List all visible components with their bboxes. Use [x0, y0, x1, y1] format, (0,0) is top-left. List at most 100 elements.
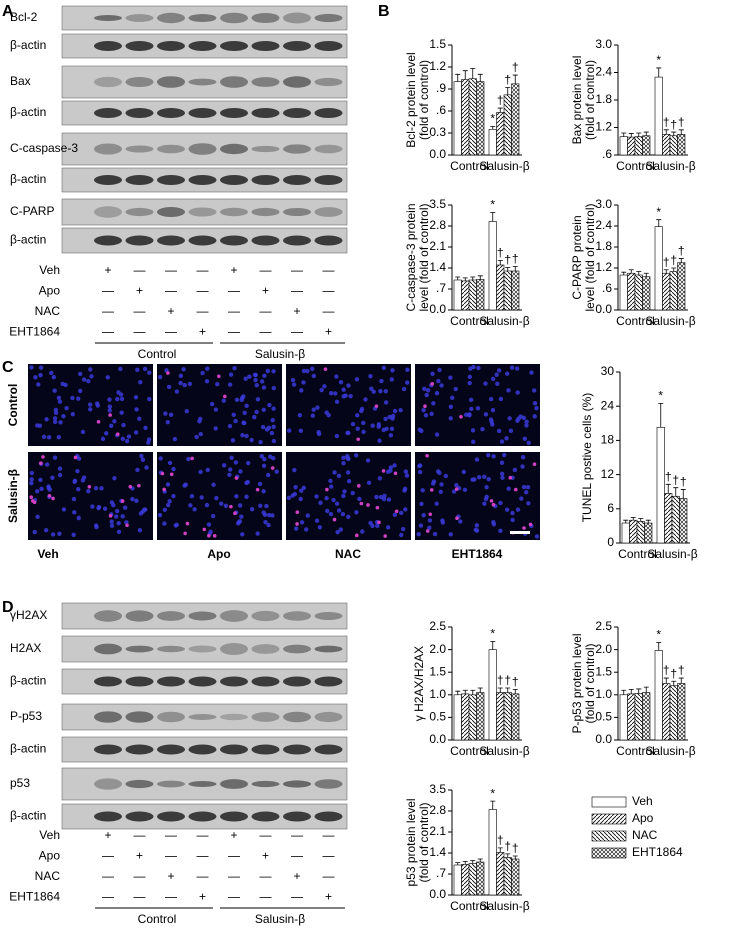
- tunel-cell: [38, 461, 43, 465]
- blot-band: [314, 108, 343, 118]
- nucleus: [107, 404, 113, 409]
- blot-band: [94, 235, 122, 246]
- treatment-mark: +: [262, 284, 269, 298]
- error-bar: [490, 126, 496, 130]
- treatment-label: NAC: [35, 869, 61, 883]
- error-bar: [678, 129, 684, 135]
- nucleus: [437, 367, 442, 373]
- nucleus: [399, 532, 404, 538]
- nucleus: [93, 523, 99, 528]
- treatment-mark: —: [228, 304, 240, 318]
- bar: [511, 83, 520, 156]
- y-tick-label: 1.0: [429, 687, 446, 701]
- nucleus: [263, 519, 268, 525]
- nucleus: [182, 382, 187, 388]
- blot-band: [125, 41, 154, 51]
- bar: [503, 692, 512, 741]
- nucleus: [404, 473, 410, 478]
- treatment-mark: —: [260, 263, 272, 277]
- tunel-cell: [455, 516, 459, 521]
- tunel-cell: [47, 494, 52, 498]
- y-tick-label: .6: [436, 103, 446, 117]
- nucleus: [390, 413, 396, 419]
- nucleus: [369, 386, 374, 391]
- nucleus: [291, 382, 297, 387]
- blot-band: [94, 108, 122, 118]
- blot-band: [157, 780, 185, 788]
- nucleus: [109, 519, 114, 524]
- blot-band: [314, 612, 343, 620]
- treatment-label: Apo: [39, 284, 61, 298]
- nucleus: [458, 519, 463, 524]
- nucleus: [213, 407, 219, 412]
- blot-band: [283, 711, 311, 723]
- nucleus: [43, 528, 49, 533]
- error-bar: [643, 272, 649, 277]
- annotation: †: [670, 666, 677, 680]
- treatment-mark: —: [102, 304, 114, 318]
- blot-band: [220, 643, 248, 655]
- nucleus: [386, 497, 392, 502]
- nucleus: [305, 368, 310, 374]
- nucleus: [266, 522, 271, 528]
- micrograph: [415, 364, 540, 446]
- nucleus: [162, 521, 167, 526]
- tunel-cell: [128, 484, 133, 489]
- nucleus: [213, 426, 218, 431]
- blot-band: [188, 780, 217, 788]
- error-bar: [621, 689, 627, 695]
- nucleus: [253, 377, 258, 383]
- nucleus: [515, 507, 521, 512]
- nucleus: [71, 532, 76, 537]
- nucleus: [491, 454, 496, 459]
- nucleus: [417, 427, 422, 432]
- blot-band: [220, 713, 248, 721]
- nucleus: [258, 439, 263, 445]
- nucleus: [57, 466, 63, 471]
- y-tick-label: 0.0: [429, 887, 446, 901]
- tunel-cell: [513, 487, 518, 492]
- error-bar: [658, 402, 664, 428]
- nucleus: [116, 529, 122, 534]
- error-bar: [636, 271, 642, 275]
- treatment-mark: —: [228, 890, 240, 904]
- nucleus: [32, 529, 37, 535]
- nucleus: [70, 395, 75, 401]
- bar: [677, 262, 686, 311]
- blot-band: [188, 108, 217, 118]
- nucleus: [35, 489, 40, 494]
- nucleus: [522, 436, 528, 442]
- nucleus: [370, 423, 375, 428]
- bar: [629, 519, 638, 544]
- bar: [476, 279, 485, 311]
- blot-label: C-caspase-3: [10, 141, 78, 155]
- nucleus: [360, 529, 365, 534]
- blot-band: [157, 711, 185, 723]
- nucleus: [463, 412, 469, 417]
- nucleus: [264, 427, 270, 432]
- nucleus: [499, 460, 505, 465]
- nucleus: [41, 434, 47, 440]
- bar: [488, 221, 497, 311]
- nucleus: [240, 532, 245, 537]
- bar: [627, 136, 636, 156]
- error-bar: [656, 219, 662, 227]
- nucleus: [435, 469, 441, 474]
- treatment-mark: —: [197, 869, 209, 883]
- nucleus: [354, 510, 359, 515]
- blot-band: [94, 41, 122, 51]
- annotation: †: [663, 255, 670, 269]
- tunel-cell: [454, 487, 459, 491]
- blot-band: [251, 41, 280, 51]
- nucleus: [436, 378, 441, 384]
- blot-band: [283, 144, 311, 154]
- blot-band: [251, 644, 280, 654]
- nucleus: [422, 386, 427, 391]
- blot-band: [283, 108, 311, 118]
- bar: [488, 649, 497, 741]
- nucleus: [531, 388, 537, 393]
- blot-band: [94, 175, 122, 185]
- nucleus: [467, 380, 472, 386]
- tunel-cell: [120, 499, 125, 503]
- nucleus: [483, 496, 489, 502]
